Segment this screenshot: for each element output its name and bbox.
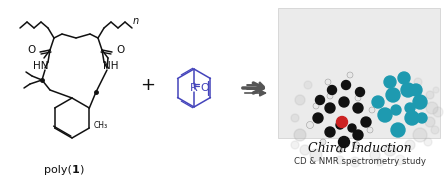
Text: R: R (190, 83, 198, 93)
Circle shape (352, 142, 360, 149)
Circle shape (391, 105, 401, 115)
Circle shape (347, 72, 353, 78)
Text: NH: NH (103, 61, 119, 71)
Circle shape (384, 144, 396, 156)
Circle shape (378, 108, 392, 122)
FancyBboxPatch shape (278, 8, 440, 138)
Circle shape (355, 95, 361, 101)
Circle shape (336, 121, 344, 129)
Circle shape (307, 121, 313, 128)
Circle shape (291, 114, 299, 122)
Circle shape (426, 102, 438, 114)
Circle shape (325, 127, 335, 137)
Circle shape (369, 107, 375, 113)
Circle shape (339, 97, 349, 107)
Circle shape (367, 127, 373, 133)
Circle shape (320, 139, 326, 145)
Circle shape (353, 103, 363, 113)
Circle shape (431, 126, 439, 134)
Circle shape (425, 117, 435, 127)
Circle shape (304, 81, 312, 89)
Circle shape (386, 88, 400, 102)
Circle shape (433, 107, 443, 117)
Circle shape (417, 113, 427, 123)
Circle shape (348, 124, 356, 132)
Text: 1: 1 (72, 165, 80, 175)
Text: O: O (116, 45, 124, 55)
Circle shape (353, 130, 363, 140)
Circle shape (336, 156, 344, 164)
Circle shape (356, 88, 364, 97)
Circle shape (341, 81, 351, 89)
Circle shape (398, 72, 410, 84)
Circle shape (350, 157, 360, 167)
Text: poly(: poly( (44, 165, 72, 175)
Circle shape (336, 116, 348, 127)
Circle shape (316, 96, 324, 105)
Circle shape (313, 103, 319, 109)
Circle shape (337, 147, 343, 153)
Circle shape (361, 117, 371, 127)
Circle shape (384, 76, 396, 88)
Circle shape (410, 84, 422, 96)
Text: Chiral Induction: Chiral Induction (308, 142, 412, 154)
Circle shape (426, 91, 434, 99)
Circle shape (295, 95, 305, 105)
Circle shape (370, 150, 380, 160)
Circle shape (313, 113, 323, 123)
Circle shape (328, 86, 336, 94)
Text: O: O (200, 83, 209, 93)
Text: +: + (141, 76, 155, 94)
Circle shape (395, 155, 405, 165)
Circle shape (433, 87, 439, 93)
Circle shape (372, 96, 384, 108)
Text: O: O (28, 45, 36, 55)
Circle shape (424, 138, 432, 146)
Circle shape (414, 78, 422, 86)
Text: CD & NMR spectrometry study: CD & NMR spectrometry study (294, 157, 426, 165)
Circle shape (413, 128, 427, 142)
Text: ): ) (79, 165, 83, 175)
Circle shape (325, 103, 335, 113)
Circle shape (405, 103, 415, 113)
Text: HN: HN (33, 61, 49, 71)
Text: n: n (133, 16, 139, 26)
Circle shape (339, 136, 349, 147)
Circle shape (325, 79, 331, 85)
Circle shape (401, 83, 415, 97)
Circle shape (300, 145, 310, 155)
Circle shape (391, 123, 405, 137)
Circle shape (294, 129, 306, 141)
Circle shape (405, 140, 415, 150)
Circle shape (291, 141, 299, 149)
Circle shape (310, 149, 322, 161)
Text: CH₃: CH₃ (93, 121, 107, 131)
Circle shape (327, 93, 333, 99)
Text: ⇒: ⇒ (244, 76, 266, 100)
Circle shape (376, 158, 384, 166)
Circle shape (413, 95, 427, 109)
Circle shape (405, 111, 419, 125)
